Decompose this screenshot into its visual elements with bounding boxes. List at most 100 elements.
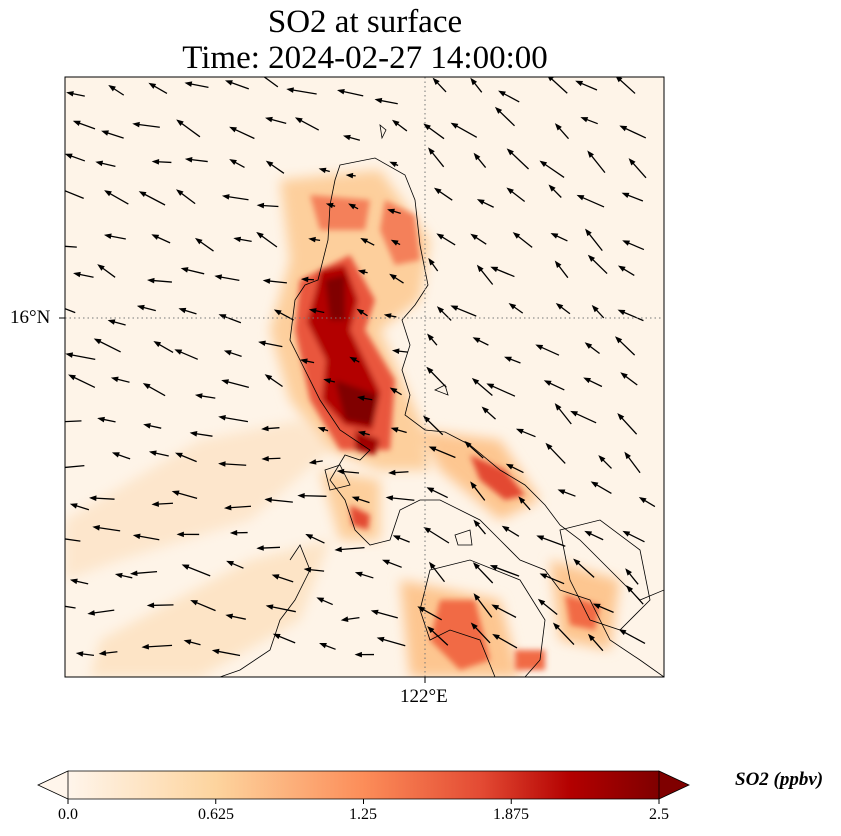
wind-arrow-head — [587, 150, 594, 158]
wind-arrow — [541, 161, 565, 178]
wind-arrow — [579, 195, 605, 208]
wind-arrow-head — [97, 416, 105, 423]
wind-arrow-head — [211, 648, 220, 655]
wind-arrow-head — [536, 535, 545, 541]
wind-arrow-head — [592, 603, 601, 610]
wind-arrow-head — [319, 643, 327, 649]
wind-arrow-head — [87, 610, 96, 616]
wind-arrow-head — [545, 442, 553, 450]
wind-arrow-head — [489, 565, 498, 571]
wind-arrow-head — [183, 639, 192, 645]
wind-arrow-head — [273, 309, 282, 316]
wind-arrow — [184, 565, 211, 577]
wind-arrow-head — [308, 236, 316, 243]
wind-arrow-head — [351, 496, 360, 502]
wind-arrow-head — [614, 336, 623, 344]
wind-arrow — [141, 192, 166, 206]
wind-arrow — [586, 230, 603, 252]
wind-arrow-head — [471, 377, 480, 385]
wind-arrow-head — [555, 303, 564, 310]
wind-arrow-head — [494, 106, 503, 114]
wind-arrow-head — [481, 406, 489, 414]
colorbar-max-extend — [658, 770, 690, 800]
wind-arrow-head — [323, 378, 332, 384]
wind-arrow-head — [174, 452, 183, 459]
wind-arrow-head — [591, 304, 599, 313]
wind-arrow-head — [54, 304, 60, 308]
wind-arrow-head — [153, 341, 162, 348]
wind-arrow-head — [428, 147, 435, 155]
colorbar — [37, 770, 690, 804]
wind-arrow — [337, 546, 365, 551]
wind-arrow-head — [178, 307, 187, 314]
wind-arrow-head — [151, 159, 160, 165]
wind-arrow-head — [148, 450, 157, 456]
wind-arrow-head — [101, 130, 109, 136]
wind-arrow — [178, 120, 201, 138]
wind-arrow-head — [261, 455, 269, 462]
wind-arrow-head — [547, 77, 554, 82]
wind-arrow-head — [390, 239, 399, 246]
wind-arrow — [453, 306, 477, 317]
wind-arrow — [539, 536, 566, 547]
wind-arrow-head — [103, 233, 112, 239]
wind-arrow — [489, 384, 516, 397]
wind-arrow-head — [72, 120, 81, 126]
wind-arrow-head — [470, 622, 478, 630]
wind-arrow-head — [624, 451, 631, 460]
wind-arrow — [96, 339, 121, 353]
colorbar-tick: 1.875 — [493, 806, 529, 823]
wind-arrow-head — [175, 189, 184, 196]
wind-arrow — [554, 624, 575, 645]
wind-arrow — [494, 634, 518, 649]
wind-arrow-head — [218, 415, 226, 421]
wind-arrow-head — [184, 156, 193, 163]
wind-arrow-head — [573, 558, 581, 566]
wind-arrow-head — [492, 633, 500, 640]
wind-arrow-head — [334, 546, 342, 553]
wind-arrow-head — [385, 495, 394, 501]
wind-arrow-head — [389, 161, 398, 168]
wind-arrow-head — [618, 629, 627, 636]
wind-arrow-head — [470, 77, 478, 86]
wind-arrow-head — [543, 380, 552, 386]
wind-arrow-head — [392, 535, 401, 541]
wind-arrow-head — [505, 463, 514, 470]
wind-arrow-head — [576, 194, 585, 201]
wind-arrow-head — [176, 531, 184, 538]
wind-arrow-head — [98, 650, 107, 656]
wind-arrow-head — [428, 257, 435, 266]
wind-arrow-head — [383, 313, 392, 319]
wind-arrow-head — [473, 152, 481, 161]
wind-arrow-head — [254, 70, 260, 75]
wind-arrow-head — [75, 651, 84, 657]
wind-arrow-head — [621, 192, 630, 199]
wind-arrow-head — [508, 302, 517, 310]
wind-arrow — [622, 126, 647, 139]
wind-arrow-head — [376, 636, 385, 643]
wind-arrow — [221, 463, 247, 466]
wind-arrow — [474, 564, 494, 584]
wind-arrow-head — [271, 574, 280, 580]
wind-arrow-head — [138, 191, 147, 198]
wind-arrow-head — [584, 342, 593, 349]
wind-arrow-head — [570, 410, 578, 417]
wind-arrow-head — [264, 374, 273, 381]
wind-arrow-head — [360, 237, 369, 244]
wind-arrow — [431, 447, 456, 459]
wind-arrow-head — [389, 387, 398, 394]
wind-arrow-head — [305, 533, 314, 540]
wind-arrow-head — [598, 455, 606, 463]
wind-arrow-head — [69, 578, 78, 585]
wind-arrow-head — [472, 562, 481, 570]
wind-arrow-head — [374, 97, 383, 104]
wind-arrow — [68, 353, 96, 361]
wind-arrow-head — [501, 525, 510, 532]
wind-arrow — [620, 310, 644, 322]
wind-arrow-head — [130, 570, 138, 577]
wind-arrow-head — [151, 234, 160, 240]
wind-arrow — [547, 444, 566, 464]
wind-arrow-head — [622, 530, 631, 537]
wind-arrow — [193, 600, 216, 612]
wind-arrow — [65, 245, 77, 248]
